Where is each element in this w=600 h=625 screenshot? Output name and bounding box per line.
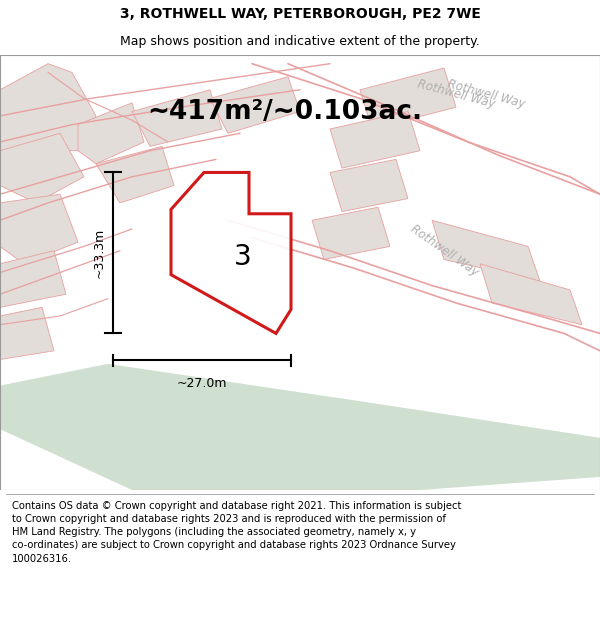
Polygon shape (96, 146, 174, 203)
Text: Rothwell Way: Rothwell Way (407, 222, 481, 279)
Polygon shape (171, 173, 291, 333)
Text: ~27.0m: ~27.0m (176, 377, 227, 390)
Polygon shape (210, 77, 300, 133)
Text: 3, ROTHWELL WAY, PETERBOROUGH, PE2 7WE: 3, ROTHWELL WAY, PETERBOROUGH, PE2 7WE (119, 7, 481, 21)
Polygon shape (480, 264, 582, 325)
Polygon shape (360, 68, 456, 129)
Text: Rothwell Way: Rothwell Way (416, 78, 496, 111)
Polygon shape (78, 103, 144, 164)
Text: ~417m²/~0.103ac.: ~417m²/~0.103ac. (147, 99, 422, 124)
Polygon shape (0, 194, 78, 264)
Polygon shape (0, 308, 54, 359)
Polygon shape (0, 64, 96, 151)
Text: Contains OS data © Crown copyright and database right 2021. This information is : Contains OS data © Crown copyright and d… (12, 501, 461, 564)
Text: ~33.3m: ~33.3m (93, 228, 106, 278)
Polygon shape (0, 251, 66, 308)
Polygon shape (432, 220, 540, 281)
Polygon shape (0, 364, 600, 490)
Polygon shape (132, 90, 222, 146)
Text: Map shows position and indicative extent of the property.: Map shows position and indicative extent… (120, 35, 480, 48)
Text: 3: 3 (234, 243, 252, 271)
Polygon shape (312, 208, 390, 259)
Text: Rothwell Way: Rothwell Way (446, 78, 526, 111)
Polygon shape (330, 159, 408, 212)
Polygon shape (0, 133, 84, 203)
Polygon shape (330, 111, 420, 168)
